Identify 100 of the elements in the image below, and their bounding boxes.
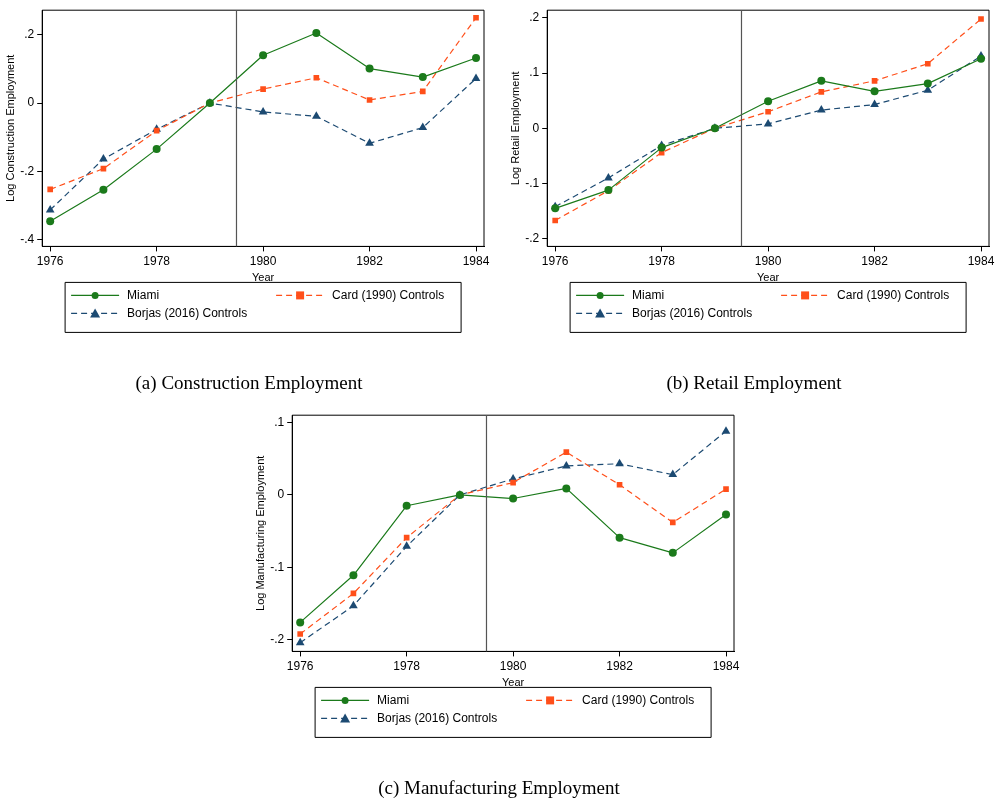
point — [297, 631, 304, 637]
point — [418, 73, 427, 82]
point — [349, 600, 358, 609]
text: (a) Construction Employment — [134, 372, 364, 394]
point — [152, 145, 161, 154]
point — [366, 97, 373, 103]
y-tick-label: .2 — [529, 10, 540, 25]
y-axis-title: Log Manufacturing Employment — [253, 455, 266, 611]
text: (b) Retail Employment — [665, 372, 843, 394]
point — [313, 74, 320, 81]
x-tick-label: 1982 — [356, 253, 384, 268]
x-tick-label: 1980 — [754, 253, 782, 268]
legend-label: Borjas (2016) Controls — [377, 710, 498, 725]
point — [418, 122, 428, 131]
y-tick-label: -.1 — [525, 175, 540, 190]
point — [259, 51, 268, 60]
point — [46, 217, 55, 226]
x-tick-label: 1980 — [249, 253, 277, 268]
x-axis-title: Year — [251, 271, 275, 284]
legend-label: Card (1990) Controls — [332, 287, 445, 302]
point — [295, 637, 305, 646]
point — [472, 53, 481, 62]
point — [817, 76, 826, 85]
point — [471, 73, 481, 81]
point — [763, 118, 773, 127]
point — [818, 89, 825, 95]
point — [473, 14, 479, 21]
point — [562, 484, 571, 493]
point — [349, 571, 358, 580]
x-tick-label: 1984 — [462, 253, 490, 268]
x-tick-label: 1976 — [541, 253, 569, 268]
point — [258, 106, 268, 115]
point — [721, 426, 731, 434]
y-axis-title: Log Retail Employment — [508, 71, 521, 186]
point — [657, 143, 666, 152]
point — [668, 548, 677, 557]
legend-label: Card (1990) Controls — [582, 692, 695, 707]
legend-label: Miami — [127, 287, 160, 302]
y-tick-label: -.4 — [20, 231, 35, 246]
point — [562, 460, 571, 469]
point — [723, 486, 729, 492]
y-tick-label: .2 — [24, 27, 35, 42]
x-tick-label: 1976 — [36, 253, 64, 268]
point — [871, 78, 878, 84]
x-tick-label: 1984 — [967, 253, 995, 268]
point — [817, 105, 826, 113]
y-axis-title: Log Construction Employment — [3, 54, 16, 202]
y-tick-label: 0 — [27, 95, 35, 110]
y-tick-label: -.2 — [525, 230, 540, 245]
y-tick-label: -.2 — [20, 163, 35, 178]
legend-label: Card (1990) Controls — [837, 287, 950, 302]
point — [365, 138, 374, 146]
point — [977, 54, 986, 63]
point — [563, 449, 570, 455]
x-tick-label: 1982 — [861, 253, 889, 268]
legend-label: Miami — [632, 287, 665, 302]
point — [312, 29, 321, 38]
legend-label: Miami — [377, 692, 410, 707]
y-tick-label: -.2 — [270, 632, 285, 647]
y-tick-label: 0 — [532, 120, 540, 135]
point — [764, 97, 773, 106]
x-tick-label: 1978 — [648, 253, 676, 268]
point — [978, 16, 984, 22]
x-tick-label: 1976 — [286, 658, 314, 673]
point — [296, 618, 305, 627]
y-tick-label: .1 — [274, 414, 285, 429]
point — [509, 494, 518, 503]
point — [668, 469, 678, 478]
legend-label: Borjas (2016) Controls — [632, 305, 753, 320]
x-tick-label: 1978 — [393, 658, 421, 673]
point — [924, 60, 931, 67]
point — [669, 519, 676, 526]
x-tick-label: 1982 — [606, 658, 634, 673]
point — [765, 108, 771, 115]
y-tick-label: .1 — [529, 65, 540, 80]
x-tick-label: 1978 — [143, 253, 171, 268]
x-tick-label: 1980 — [499, 658, 527, 673]
point — [402, 501, 411, 510]
point — [312, 111, 321, 119]
point — [402, 541, 411, 549]
point — [615, 458, 624, 467]
point — [45, 204, 55, 213]
point — [616, 481, 623, 488]
point — [870, 87, 879, 96]
point — [260, 86, 266, 92]
x-axis-title: Year — [501, 676, 525, 689]
y-tick-label: -.1 — [270, 559, 285, 574]
x-tick-label: 1984 — [712, 658, 740, 673]
point — [365, 64, 374, 73]
legend-label: Borjas (2016) Controls — [127, 305, 248, 320]
text: (c) Manufacturing Employment — [377, 777, 621, 799]
x-axis-title: Year — [756, 271, 780, 284]
point — [923, 79, 932, 88]
point — [99, 185, 108, 194]
point — [552, 217, 559, 224]
point — [870, 99, 879, 108]
point — [47, 186, 54, 193]
y-tick-label: 0 — [277, 487, 285, 502]
point — [99, 154, 108, 162]
point — [419, 88, 426, 95]
